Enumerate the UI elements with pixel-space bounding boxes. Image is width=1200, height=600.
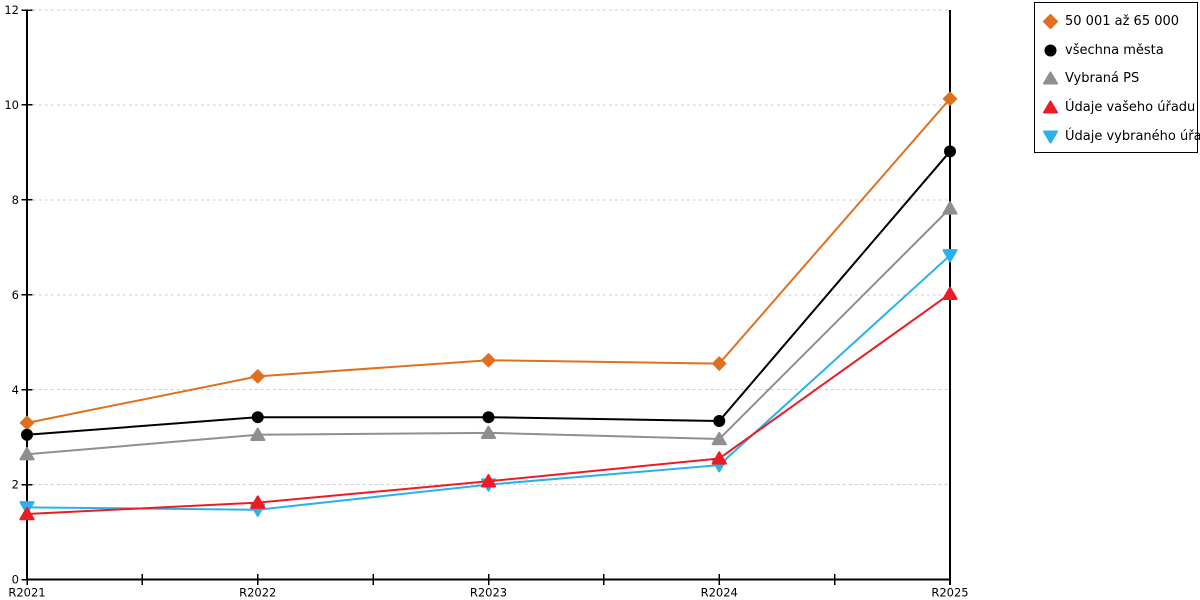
data-point-marker <box>711 451 727 465</box>
legend-item: Údaje vybraného úřadu <box>1043 122 1200 151</box>
legend-marker-glyph <box>1043 100 1058 114</box>
x-tick-label: R2022 <box>239 586 276 600</box>
data-point-marker <box>251 411 264 424</box>
data-point-marker <box>19 506 35 521</box>
x-tick-label: R2024 <box>701 586 738 600</box>
data-point-marker <box>250 495 266 509</box>
legend-item-label: 50 001 až 65 000 <box>1065 13 1180 29</box>
data-point-marker <box>250 369 266 384</box>
y-tick-label: 2 <box>12 478 19 492</box>
data-point-marker <box>942 201 958 215</box>
legend-marker-glyph <box>1043 71 1058 85</box>
legend-marker-glyph <box>1044 44 1057 57</box>
data-point-marker <box>944 145 956 158</box>
y-tick-label: 0 <box>12 573 19 587</box>
legend-item-label: všechna města <box>1065 42 1164 58</box>
data-point-marker <box>942 91 958 107</box>
legend-marker-glyph <box>1043 13 1058 29</box>
data-point-marker <box>711 356 727 371</box>
series-line-4 <box>26 254 951 511</box>
x-tick-label: R2023 <box>470 586 507 600</box>
triangle-up-icon <box>1043 100 1058 114</box>
data-point-marker <box>480 425 497 440</box>
y-tick-label: 12 <box>4 3 19 17</box>
series-line-0 <box>26 98 951 424</box>
data-point-marker <box>19 447 35 461</box>
y-tick-label: 8 <box>12 193 19 207</box>
data-point-marker <box>713 414 726 427</box>
legend-item-label: Vybraná PS <box>1065 71 1140 87</box>
legend-marker-glyph <box>1043 130 1058 144</box>
data-point-marker <box>942 286 958 301</box>
circle-icon <box>1044 44 1057 57</box>
data-point-marker <box>21 428 33 441</box>
legend-item-label: Údaje vybraného úřadu <box>1065 128 1200 144</box>
y-tick-label: 10 <box>4 98 19 112</box>
triangle-down-icon <box>1043 130 1058 144</box>
data-point-marker <box>942 249 958 263</box>
legend-item: všechna města <box>1043 36 1191 65</box>
legend-item: 50 001 až 65 000 <box>1043 7 1191 36</box>
triangle-up-icon <box>1043 71 1058 85</box>
data-point-marker <box>19 415 35 431</box>
y-tick-label: 4 <box>12 383 19 397</box>
data-point-marker <box>250 427 266 441</box>
x-tick-label: R2021 <box>8 586 45 600</box>
data-point-marker <box>482 411 495 424</box>
y-tick-label: 6 <box>12 288 19 302</box>
legend-item: Údaje vašeho úřadu <box>1043 93 1195 122</box>
diamond-icon <box>1043 13 1058 29</box>
legend: 50 001 až 65 000 všechna města Vybraná PS Ú… <box>1034 2 1200 154</box>
legend-item-label: Údaje vašeho úřadu <box>1065 99 1196 115</box>
x-tick-label: R2025 <box>931 586 968 600</box>
legend-item: Vybraná PS <box>1043 64 1191 93</box>
data-point-marker <box>480 474 497 488</box>
data-point-marker <box>481 352 496 368</box>
data-point-marker <box>711 431 727 446</box>
